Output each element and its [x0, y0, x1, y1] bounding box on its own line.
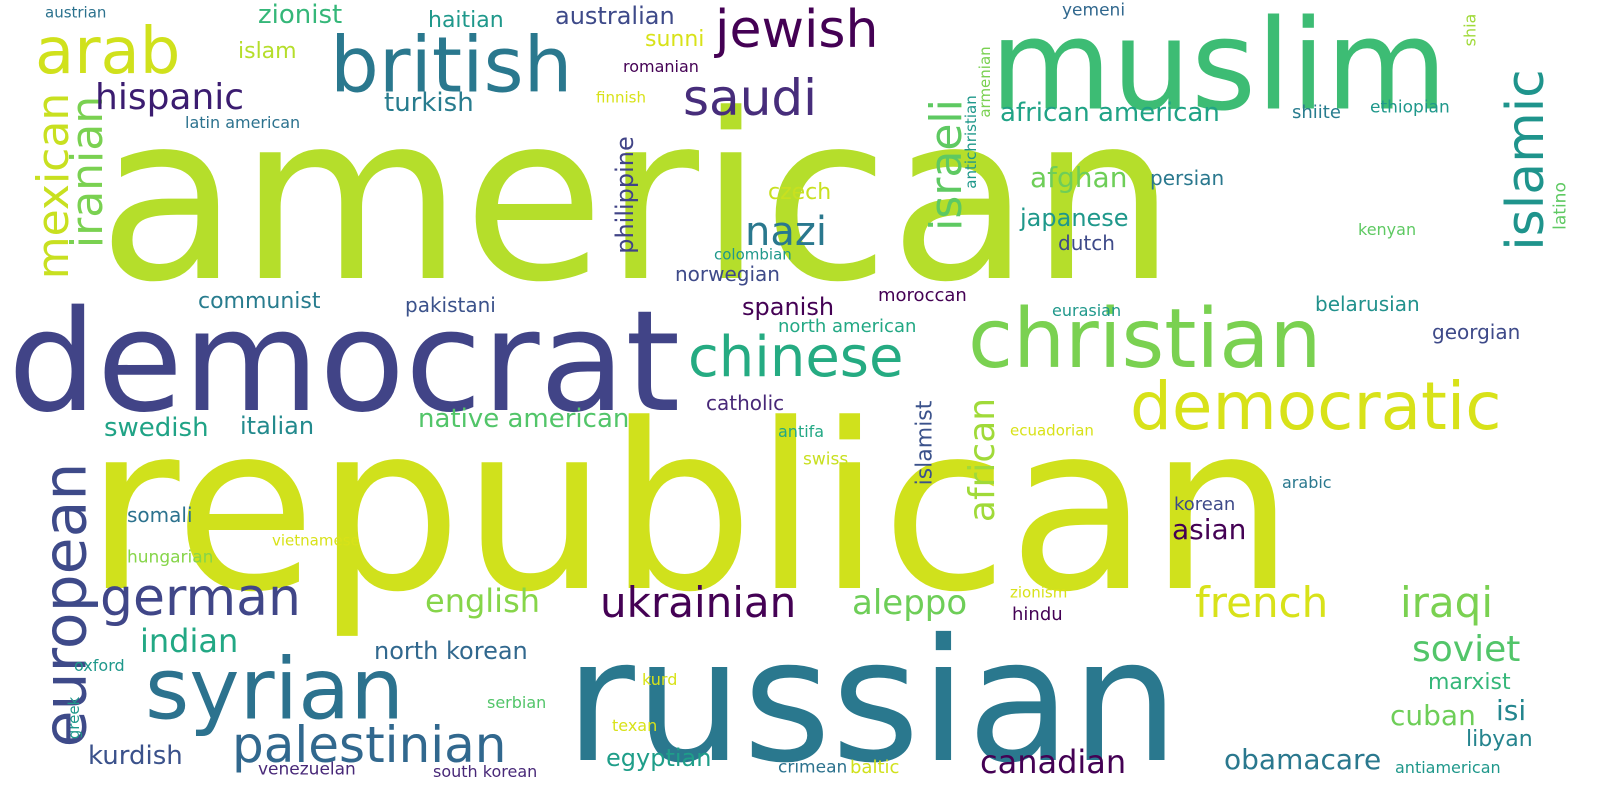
word-colombian: colombian	[714, 245, 792, 264]
word-islamic: islamic	[1495, 69, 1556, 251]
word-native-american: native american	[418, 404, 630, 434]
word-south-korean: south korean	[433, 762, 538, 781]
word-soviet: soviet	[1412, 629, 1521, 670]
word-belarusian: belarusian	[1315, 292, 1420, 316]
word-muslim: muslim	[990, 0, 1448, 139]
word-romanian: romanian	[623, 57, 699, 76]
word-vietnamese: vietnamese	[272, 531, 360, 550]
word-somali: somali	[127, 503, 193, 527]
word-indian: indian	[140, 622, 239, 660]
word-obamacare: obamacare	[1224, 743, 1382, 776]
word-iranian: iranian	[62, 95, 114, 249]
word-ukrainian: ukrainian	[600, 578, 797, 627]
word-antiamerican: antiamerican	[1395, 758, 1501, 777]
word-crimean: crimean	[778, 757, 848, 778]
word-isi: isi	[1496, 694, 1527, 727]
word-serbian: serbian	[487, 693, 547, 712]
word-kurdish: kurdish	[88, 741, 183, 771]
word-pakistani: pakistani	[405, 293, 496, 317]
word-latino: latino	[1549, 182, 1570, 230]
word-german: german	[100, 568, 301, 628]
word-baltic: baltic	[850, 757, 900, 778]
word-african-american: african american	[1000, 98, 1220, 128]
word-democratic: democratic	[1130, 368, 1502, 445]
word-zionism: zionism	[1010, 583, 1068, 602]
word-nazi: nazi	[745, 209, 827, 255]
word-japanese: japanese	[1020, 204, 1129, 232]
word-moroccan: moroccan	[878, 285, 967, 306]
word-arab: arab	[35, 15, 181, 89]
word-syrian: syrian	[145, 640, 405, 740]
word-austrian: austrian	[45, 3, 107, 22]
word-oxford: oxford	[74, 656, 125, 675]
word-spanish: spanish	[742, 293, 835, 321]
word-ethiopian: ethiopian	[1370, 97, 1450, 118]
word-english: english	[425, 582, 541, 620]
word-republican: republican	[85, 376, 1295, 643]
word-kurd: kurd	[642, 670, 678, 689]
word-armenian: armenian	[976, 46, 995, 118]
word-islam: islam	[238, 39, 297, 64]
word-marxist: marxist	[1428, 670, 1511, 695]
word-latin-american: latin american	[185, 113, 301, 132]
word-hindu: hindu	[1012, 604, 1063, 625]
word-russian: russian	[565, 603, 1179, 801]
word-shia: shia	[1459, 13, 1479, 47]
word-hispanic: hispanic	[95, 77, 245, 118]
word-shiite: shiite	[1292, 102, 1341, 123]
word-egyptian: egyptian	[606, 744, 712, 772]
word-hungarian: hungarian	[127, 547, 214, 568]
word-italian: italian	[240, 412, 315, 440]
word-antifa: antifa	[778, 422, 825, 441]
word-christian: christian	[968, 292, 1322, 387]
word-arabic: arabic	[1282, 473, 1332, 492]
word-swiss: swiss	[803, 449, 849, 470]
word-swedish: swedish	[104, 413, 209, 443]
word-canadian: canadian	[980, 743, 1127, 781]
word-american: american	[98, 66, 1177, 333]
word-yemeni: yemeni	[1062, 0, 1126, 21]
word-texan: texan	[612, 716, 658, 735]
word-iraqi: iraqi	[1400, 578, 1494, 627]
word-libyan: libyan	[1466, 727, 1533, 752]
word-greek: greek	[64, 696, 83, 740]
word-communist: communist	[198, 289, 321, 314]
word-venezuelan: venezuelan	[258, 759, 356, 780]
word-zionist: zionist	[258, 0, 343, 30]
word-afghan: afghan	[1030, 161, 1128, 194]
word-finnish: finnish	[596, 88, 646, 107]
word-kenyan: kenyan	[1358, 220, 1417, 239]
word-democrat: democrat	[8, 281, 681, 444]
word-north-korean: north korean	[374, 637, 528, 665]
word-dutch: dutch	[1058, 231, 1115, 255]
word-australian: australian	[555, 2, 675, 30]
word-asian: asian	[1172, 513, 1247, 546]
word-chinese: chinese	[688, 325, 904, 390]
word-north-american: north american	[778, 316, 917, 337]
word-eurasian: eurasian	[1052, 301, 1122, 320]
word-georgian: georgian	[1432, 320, 1521, 344]
word-french: french	[1195, 578, 1329, 627]
word-persian: persian	[1150, 166, 1225, 190]
word-czech: czech	[768, 180, 832, 205]
word-british: british	[330, 21, 573, 111]
word-saudi: saudi	[683, 69, 818, 127]
word-haitian: haitian	[428, 8, 504, 33]
word-ecuadorian: ecuadorian	[1010, 421, 1094, 440]
word-palestinian: palestinian	[232, 716, 507, 774]
word-islamist: islamist	[911, 400, 937, 486]
word-turkish: turkish	[384, 88, 474, 118]
word-sunni: sunni	[645, 27, 705, 52]
word-african: african	[962, 397, 1004, 523]
word-aleppo: aleppo	[852, 583, 968, 623]
word-philippine: philippine	[610, 136, 639, 254]
word-cuban: cuban	[1390, 699, 1476, 732]
word-korean: korean	[1174, 494, 1236, 515]
word-catholic: catholic	[706, 391, 785, 415]
word-jewish: jewish	[715, 0, 879, 60]
word-norwegian: norwegian	[675, 262, 780, 286]
